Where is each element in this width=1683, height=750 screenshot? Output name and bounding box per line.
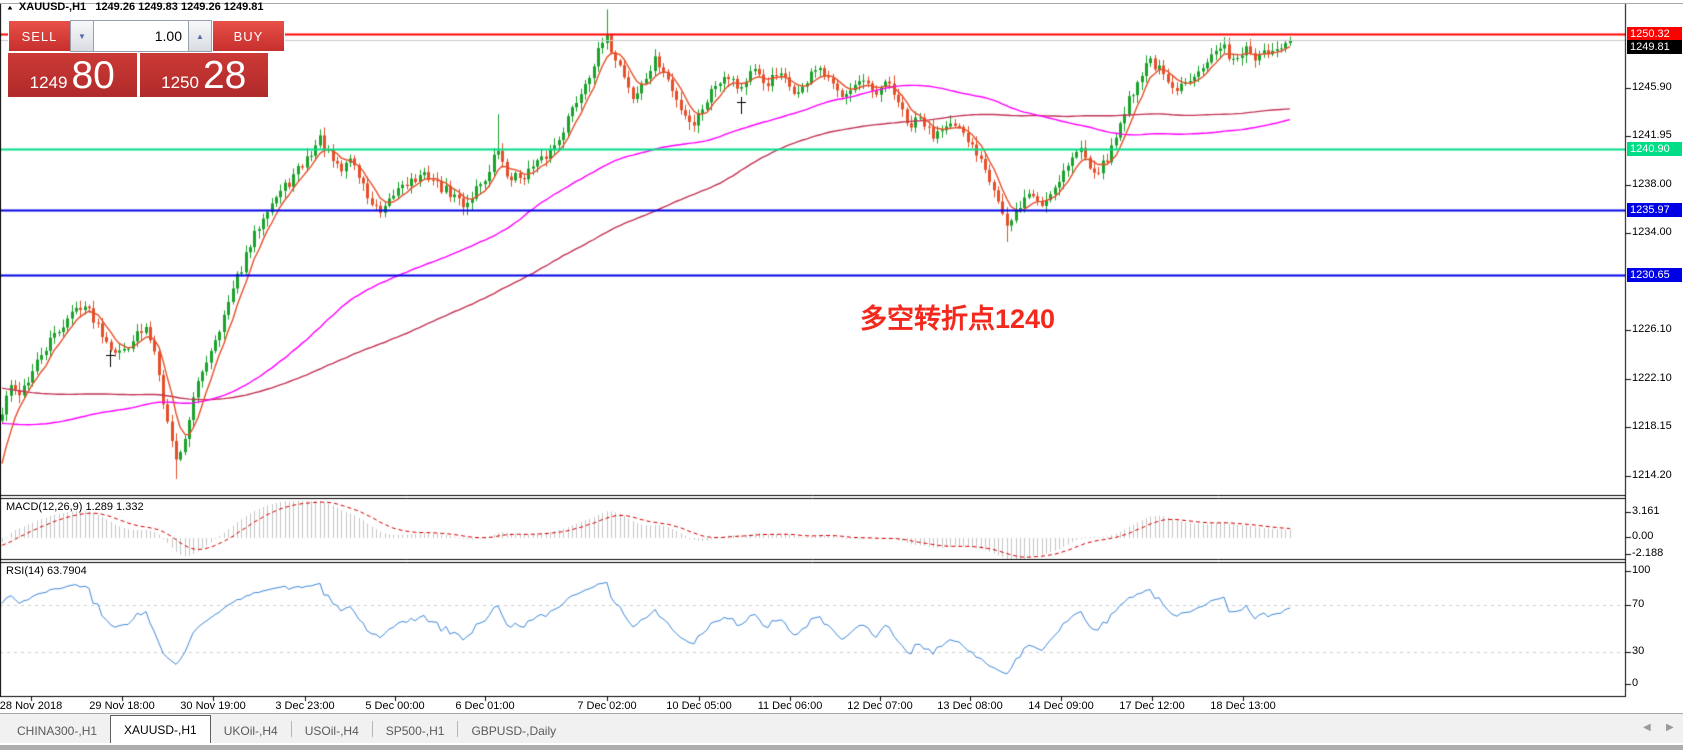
rsi-tick-label: 100 [1632, 564, 1651, 576]
symbol-ohlc-text: XAUUSD-,H1 1249.26 1249.83 1249.26 1249.… [18, 1, 264, 13]
time-axis-label: 7 Dec 02:00 [577, 700, 637, 712]
price-tick-label: 1226.10 [1632, 323, 1672, 335]
tab-separator [371, 720, 373, 737]
price-tick-label: 1238.00 [1632, 178, 1672, 190]
time-axis-label: 30 Nov 19:00 [180, 700, 246, 712]
price-badge: 1240.90 [1627, 142, 1682, 156]
sell-price-big: 80 [71, 54, 115, 97]
macd-tick-label: -2.188 [1632, 547, 1664, 559]
time-axis-label: 17 Dec 12:00 [1119, 700, 1185, 712]
time-axis-label: 28 Nov 2018 [0, 700, 63, 712]
macd-tick-label: 0.00 [1632, 530, 1654, 542]
macd-tick-label: 3.161 [1632, 505, 1660, 517]
status-strip [0, 744, 1683, 750]
volume-input[interactable] [94, 20, 188, 52]
collapse-chart-icon[interactable]: ▲ [6, 3, 14, 11]
annotation-text: 多空转折点1240 [860, 304, 1056, 334]
volume-increase-button[interactable]: ▲ [188, 20, 212, 52]
price-tick-label: 1218.15 [1632, 420, 1672, 432]
rsi-tick-label: 0 [1632, 677, 1639, 689]
chevron-down-icon: ▼ [78, 31, 86, 41]
buy-price-box[interactable]: 1250 28 [139, 53, 268, 97]
time-axis-label: 11 Dec 06:00 [757, 700, 823, 712]
window-top-border [0, 3, 1683, 4]
chevron-up-icon: ▲ [196, 31, 204, 41]
buy-price-big: 28 [202, 54, 247, 97]
tab-scroll-right-button[interactable]: ▶ [1666, 722, 1674, 733]
tab-separator [290, 720, 292, 737]
price-tick-label: 1222.10 [1632, 372, 1672, 384]
chart-tab-usoil-h4[interactable]: USOil-,H4 [304, 723, 359, 738]
buy-price-small: 1250 [161, 73, 199, 92]
price-badge: 1235.97 [1627, 203, 1682, 217]
time-axis-label: 3 Dec 23:00 [275, 700, 335, 712]
volume-decrease-button[interactable]: ▼ [70, 20, 94, 52]
one-click-trading-panel: SELL ▼ ▲ BUY 1249 80 1250 28 [8, 20, 285, 97]
time-axis-label: 13 Dec 08:00 [937, 700, 1003, 712]
price-tick-label: 1241.95 [1632, 129, 1672, 141]
chart-tab-bar: CHINA300-,H1 XAUUSD-,H1 UKOil-,H4 USOil-,H4… [0, 713, 1683, 743]
time-axis-label: 14 Dec 09:00 [1028, 700, 1094, 712]
buy-button[interactable]: BUY [212, 20, 285, 52]
rsi-indicator-label: RSI(14) 63.7904 [6, 565, 87, 577]
chart-tab-xauusd-h1[interactable]: XAUUSD-,H1 [110, 715, 211, 743]
tab-scroll-left-button[interactable]: ◀ [1643, 722, 1651, 733]
symbol-info-bar: ▲ XAUUSD-,H1 1249.26 1249.83 1249.26 124… [6, 1, 264, 13]
time-axis-label: 10 Dec 05:00 [666, 700, 732, 712]
rsi-tick-label: 70 [1632, 598, 1645, 610]
price-badge: 1230.65 [1627, 268, 1682, 282]
macd-indicator-label: MACD(12,26,9) 1.289 1.332 [6, 501, 144, 513]
chart-tab-sp500-h1[interactable]: SP500-,H1 [385, 723, 445, 738]
time-axis-label: 18 Dec 13:00 [1210, 700, 1276, 712]
tab-separator [457, 720, 459, 737]
sell-price-box[interactable]: 1249 80 [8, 53, 137, 97]
chart-tab-ukoil-h4[interactable]: UKOil-,H4 [223, 723, 278, 738]
price-badge: 1250.32 [1627, 27, 1682, 41]
rsi-tick-label: 30 [1632, 645, 1645, 657]
sell-price-small: 1249 [29, 73, 68, 92]
time-axis-label: 6 Dec 01:00 [455, 700, 515, 712]
price-tick-label: 1245.90 [1632, 81, 1672, 93]
time-axis-label: 29 Nov 18:00 [89, 700, 155, 712]
price-badge: 1249.81 [1627, 40, 1682, 54]
price-tick-label: 1214.20 [1632, 469, 1672, 481]
time-axis-label: 5 Dec 00:00 [365, 700, 425, 712]
time-axis-label: 12 Dec 07:00 [847, 700, 913, 712]
sell-button[interactable]: SELL [8, 20, 70, 52]
price-tick-label: 1234.00 [1632, 226, 1672, 238]
chart-tab-china300-h1[interactable]: CHINA300-,H1 [17, 723, 98, 738]
chart-tab-gbpusd-daily[interactable]: GBPUSD-,Daily [471, 723, 557, 738]
